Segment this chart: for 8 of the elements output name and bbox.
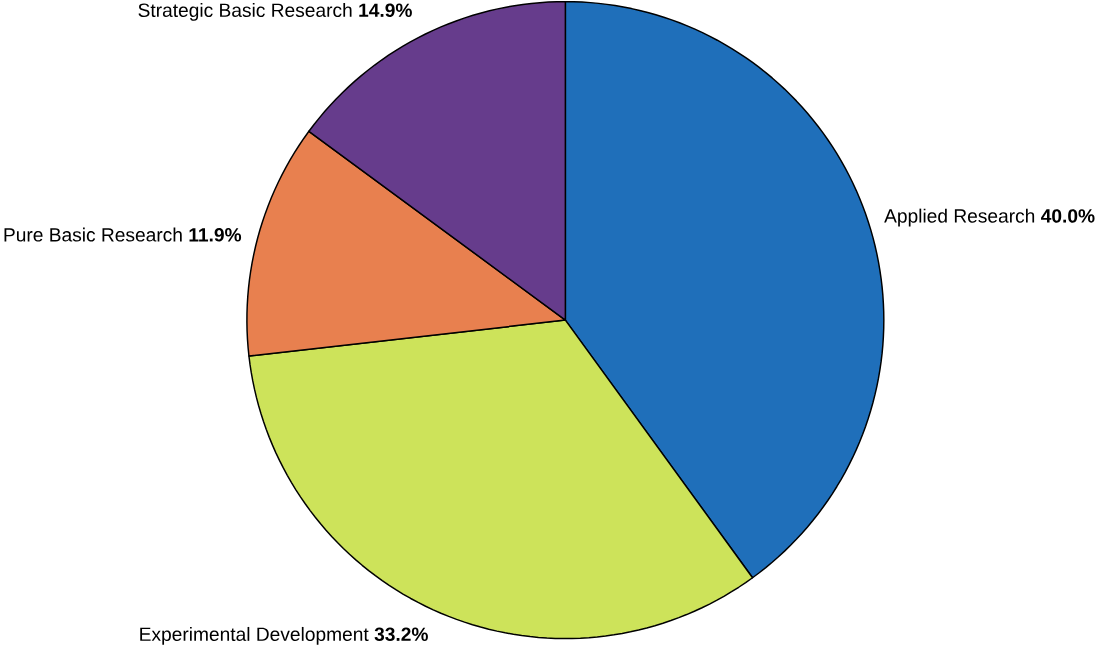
slice-label: Experimental Development — [140, 627, 369, 645]
data-label: 40.0% — [1041, 209, 1095, 223]
data-label: 33.2% — [374, 627, 428, 642]
slice-label: Applied Research — [884, 208, 1035, 227]
slice-label: Strategic Basic Research — [138, 3, 352, 21]
slice-label: Pure Basic Research — [4, 227, 182, 242]
data-label: 11.9% — [189, 228, 242, 242]
data-label: 14.9% — [359, 3, 412, 18]
